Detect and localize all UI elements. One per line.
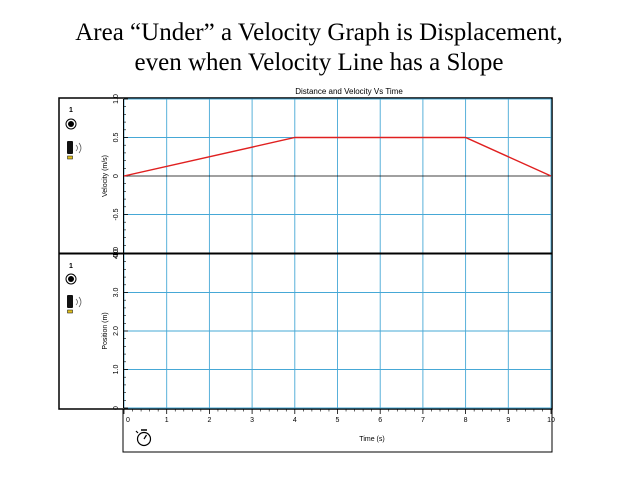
position-ytick-label: 0 bbox=[113, 406, 120, 410]
x-axis-label: Time (s) bbox=[359, 436, 384, 443]
xtick-label: 3 bbox=[250, 417, 254, 424]
slide-title-line-2: even when Velocity Line has a Slope bbox=[134, 49, 504, 76]
xtick-label: 6 bbox=[378, 417, 382, 424]
velocity-ytick-label: 1.0 bbox=[113, 94, 120, 104]
position-ytick-label: 2.0 bbox=[113, 326, 120, 336]
sensor-dot-icon[interactable] bbox=[65, 273, 77, 285]
time-axis-frame bbox=[122, 408, 553, 453]
xtick-label: 10 bbox=[547, 417, 555, 424]
velocity-ylabel: Velocity (m/s) bbox=[102, 155, 109, 197]
xtick-label: 2 bbox=[207, 417, 211, 424]
velocity-ytick-label: 0.5 bbox=[113, 133, 120, 143]
xtick-label: 1 bbox=[165, 417, 169, 424]
velocity-series-line bbox=[123, 136, 552, 177]
graph-title: Distance and Velocity Vs Time bbox=[295, 87, 403, 96]
xtick-label: 4 bbox=[293, 417, 297, 424]
motion-detector-icon bbox=[67, 295, 82, 314]
xtick-label: 7 bbox=[421, 417, 425, 424]
position-ytick-label: 1.0 bbox=[113, 365, 120, 375]
xtick-label: 9 bbox=[506, 417, 510, 424]
slide-title: Area “Under” a Velocity Graph is Displac… bbox=[0, 18, 638, 78]
xtick-label: 8 bbox=[464, 417, 468, 424]
position-ytick-label: 3.0 bbox=[113, 288, 120, 298]
velocity-ytick-label: 0 bbox=[113, 174, 120, 178]
stopwatch-icon[interactable] bbox=[135, 429, 152, 447]
slide-title-line-1: Area “Under” a Velocity Graph is Displac… bbox=[75, 19, 563, 46]
sensor-dot-icon[interactable] bbox=[65, 118, 77, 130]
xtick-label: 0 bbox=[126, 417, 130, 424]
xtick-label: 5 bbox=[336, 417, 340, 424]
velocity-ytick-label: -0.5 bbox=[113, 208, 120, 220]
motion-detector-icon bbox=[67, 141, 82, 160]
position-ylabel: Position (m) bbox=[102, 312, 109, 349]
top-sensor-number: 1 bbox=[69, 107, 73, 114]
bottom-sensor-number: 1 bbox=[69, 263, 73, 270]
